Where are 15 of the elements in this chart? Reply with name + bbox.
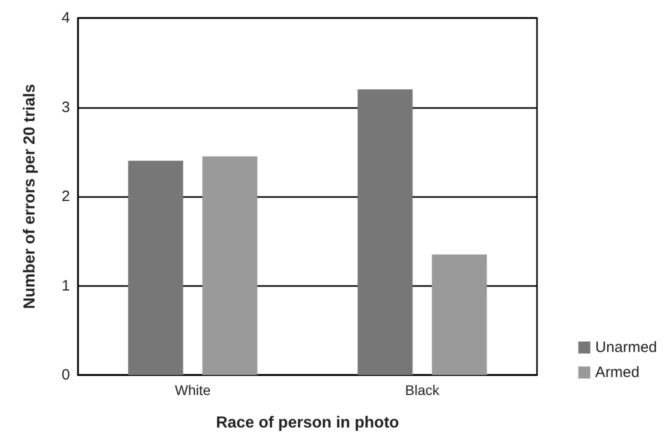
bar: [358, 89, 413, 375]
legend-label: Armed: [595, 364, 640, 381]
y-tick-label: 0: [62, 366, 70, 384]
x-tick-label: Black: [405, 382, 440, 398]
x-tick-label: White: [174, 382, 211, 398]
y-tick-label: 3: [62, 98, 70, 116]
bar: [128, 160, 184, 375]
y-axis-title: Number of errors per 20 trials: [22, 84, 38, 309]
x-axis-title: Race of person in photo: [216, 414, 400, 432]
bar: [202, 156, 258, 375]
bar: [432, 254, 487, 375]
legend-label: Unarmed: [595, 339, 658, 356]
y-tick-label: 1: [62, 277, 70, 294]
y-tick-label: 2: [62, 188, 70, 205]
y-tick-label: 4: [62, 10, 70, 26]
